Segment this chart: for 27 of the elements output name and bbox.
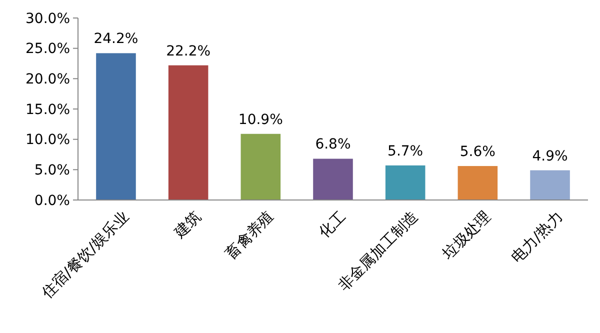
y-tick-label: 30.0% xyxy=(26,10,70,27)
data-label: 4.9% xyxy=(532,148,568,164)
x-tick-label: 电力/热力 xyxy=(508,208,566,266)
x-tick-label: 垃圾处理 xyxy=(438,208,494,264)
y-tick-label: 0.0% xyxy=(34,192,70,209)
bar xyxy=(240,134,281,200)
data-label: 5.6% xyxy=(460,144,496,160)
y-tick-label: 5.0% xyxy=(34,162,70,179)
data-label: 6.8% xyxy=(315,136,351,153)
data-label: 22.2% xyxy=(166,43,211,60)
y-tick-label: 15.0% xyxy=(26,102,70,118)
data-label: 24.2% xyxy=(94,31,138,48)
bar xyxy=(458,166,498,200)
x-tick-label: 化工 xyxy=(315,208,350,242)
x-tick-label: 建筑 xyxy=(170,208,205,242)
x-tick-label: 畜禽养殖 xyxy=(222,208,277,263)
y-tick-label: 20.0% xyxy=(26,72,70,88)
data-label: 10.9% xyxy=(238,112,283,128)
bar xyxy=(530,170,570,200)
bar xyxy=(385,165,426,200)
bar xyxy=(313,158,353,200)
bar xyxy=(96,53,136,200)
x-tick-label: 住宿/餐饮/娱乐业 xyxy=(37,208,132,302)
data-label: 5.7% xyxy=(388,143,424,160)
y-tick-label: 10.0% xyxy=(26,132,70,148)
bar xyxy=(168,65,208,200)
y-tick-label: 25.0% xyxy=(26,41,70,58)
